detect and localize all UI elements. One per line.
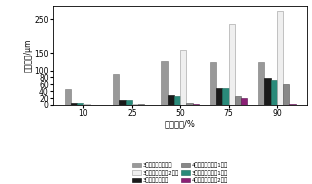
Bar <box>290 104 296 105</box>
Bar <box>125 100 132 105</box>
Bar <box>168 95 174 105</box>
Bar <box>187 103 193 105</box>
Bar <box>277 11 283 105</box>
Bar <box>258 62 264 105</box>
Bar <box>180 50 187 105</box>
Bar <box>65 89 71 105</box>
Bar <box>113 74 119 105</box>
Legend: 3号机组省燃器灰斗, 3号机组电除尘器2电场, 3号机组催化剤尘, 4号机组电除尘器1电场, 3号机组电除尘器1电场, 4号机组电除尘器2电场: 3号机组省燃器灰斗, 3号机组电除尘器2电场, 3号机组催化剤尘, 4号机组电除… <box>131 161 229 184</box>
Bar <box>210 62 216 105</box>
Bar <box>222 89 229 105</box>
Bar <box>193 104 199 105</box>
Bar <box>216 88 222 105</box>
X-axis label: 频率分布/%: 频率分布/% <box>165 119 196 128</box>
Bar <box>132 104 138 105</box>
Bar <box>119 100 125 105</box>
Bar <box>271 80 277 105</box>
Bar <box>83 104 90 105</box>
Bar <box>264 78 271 105</box>
Bar <box>283 84 290 105</box>
Bar <box>235 96 241 105</box>
Bar <box>174 96 180 105</box>
Bar <box>241 98 247 105</box>
Bar <box>71 103 77 105</box>
Bar <box>229 24 235 105</box>
Bar <box>161 61 168 105</box>
Bar <box>77 103 83 105</box>
Bar <box>138 104 144 105</box>
Y-axis label: 粒径分布/μm: 粒径分布/μm <box>24 38 33 72</box>
